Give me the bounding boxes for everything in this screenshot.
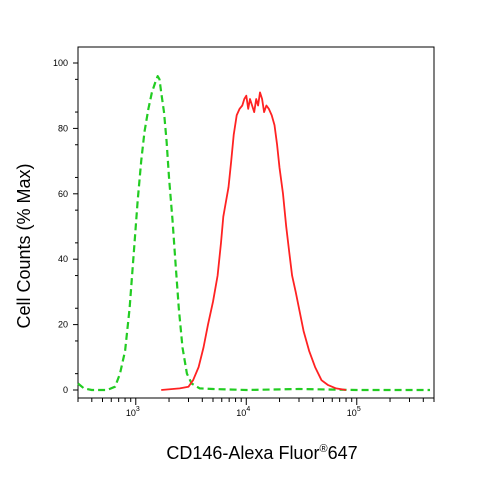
x-tick-label: 104 [236,406,250,418]
y-tick-label: 100 [53,58,68,68]
x-axis-title-main: CD146-Alexa Fluor [166,443,319,463]
plot-frame [77,46,435,399]
control-histogram-line [77,75,430,392]
x-axis: 103 104 105 [77,398,435,418]
x-tick-label: 103 [126,406,140,418]
y-axis: 0 20 40 60 80 100 [53,58,78,395]
y-axis-title: Cell Counts (% Max) [14,163,34,328]
x-tick-label: 105 [347,406,361,418]
y-tick-label: 0 [63,385,68,395]
x-axis-title-suffix: 647 [328,443,358,463]
y-tick-label: 40 [58,254,68,264]
y-tick-label: 20 [58,320,68,330]
y-tick-label: 80 [58,123,68,133]
y-tick-label: 60 [58,189,68,199]
x-axis-title-mark: ® [319,443,327,455]
sample-histogram-line [161,91,347,391]
plot-area [77,46,435,399]
x-axis-title: CD146-Alexa Fluor®647 [166,443,357,463]
